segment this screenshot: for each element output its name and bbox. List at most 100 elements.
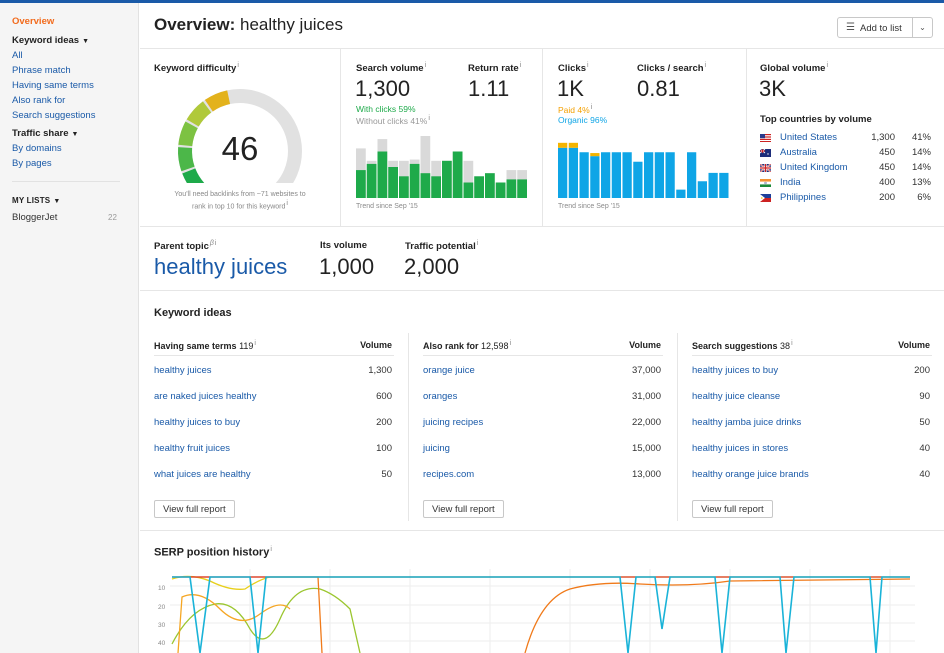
sidebar-item-also-rank-for[interactable]: Also rank for [12,95,66,106]
info-icon[interactable]: i [214,240,217,247]
country-percent: 14% [911,147,931,158]
keyword-volume: 15,000 [631,443,661,454]
country-link[interactable]: United Kingdom [780,162,848,173]
info-icon[interactable]: i [590,104,593,111]
sidebar-item-all[interactable]: All [12,50,23,61]
divider [140,290,944,291]
keyword-link[interactable]: healthy juice cleanse [692,391,781,402]
my-lists-menu[interactable]: MY LISTS ▼ [12,196,61,205]
view-full-report-button[interactable]: View full report [692,500,773,518]
country-percent: 13% [911,177,931,188]
trend-bar-with-clicks [506,179,517,198]
column-count: 12,598 [481,341,509,351]
kd-note: You'll need backlinks from ~71 websites … [170,190,310,211]
sidebar-item-by-domains[interactable]: By domains [12,143,62,154]
info-icon[interactable]: i [270,546,272,553]
global-volume-value: 3K [759,76,786,101]
info-icon[interactable]: i [519,62,522,69]
trend-bar-organic [558,147,568,198]
keyword-link[interactable]: juicing recipes [423,417,484,428]
keyword-link[interactable]: healthy jamba juice drinks [692,417,802,428]
info-icon[interactable]: i [428,115,430,122]
info-icon[interactable]: i [509,340,512,347]
info-icon[interactable]: i [791,340,793,347]
keyword-link[interactable]: healthy juices in stores [692,443,789,454]
parent-topic-link[interactable]: healthy juices [154,254,288,279]
column-count: 119 [239,341,254,351]
info-icon[interactable]: i [424,62,427,69]
country-link[interactable]: India [780,177,801,188]
keyword-link[interactable]: juicing [423,443,450,454]
keyword-link[interactable]: healthy juices [154,365,212,376]
keyword-link[interactable]: healthy juices to buy [692,365,779,376]
list-item: healthy fruit juices 100 [154,443,392,457]
country-link[interactable]: United States [780,132,838,143]
caret-down-icon: ▼ [71,131,79,138]
info-icon[interactable]: i [286,200,288,207]
sidebar-item-traffic-share[interactable]: Traffic share ▼ [12,128,78,139]
search-volume-label-text: Search volume [356,63,424,75]
list-item: healthy orange juice brands 40 [692,469,930,483]
keyword-volume: 100 [376,443,392,454]
country-link[interactable]: Philippines [780,192,826,203]
info-icon[interactable]: i [237,62,239,69]
trend-bar-organic [654,152,664,198]
info-icon[interactable]: i [826,62,829,69]
info-icon[interactable]: i [587,62,589,69]
country-row: Australia 450 14% [760,147,932,161]
keyword-volume: 31,000 [631,391,661,402]
view-full-report-button[interactable]: View full report [423,500,504,518]
keyword-link[interactable]: oranges [423,391,458,402]
list-item: healthy juice cleanse 90 [692,391,930,405]
keyword-link[interactable]: are naked juices healthy [154,391,257,402]
chevron-down-icon[interactable]: ⌄ [912,18,932,37]
caret-down-icon: ▼ [53,198,61,205]
info-icon[interactable]: i [254,340,256,347]
global-volume-label: Global volumei [760,62,828,74]
keyword-link[interactable]: healthy orange juice brands [692,469,809,480]
trend-bar-with-clicks [420,173,431,198]
keyword-link[interactable]: recipes.com [423,469,475,480]
clicks-value: 1K [557,76,584,101]
keyword-link[interactable]: healthy juices to buy [154,417,241,428]
keyword-link[interactable]: orange juice [423,365,475,376]
trend-bar-with-clicks [452,151,463,198]
sidebar-item-keyword-ideas[interactable]: Keyword ideas ▼ [12,35,89,46]
list-item: are naked juices healthy 600 [154,391,392,405]
divider [408,333,409,521]
keyword-volume: 13,000 [631,469,661,480]
keyword-link[interactable]: what juices are healthy [154,469,251,480]
trend-bar-with-clicks [399,176,409,198]
clicks-per-search-label: Clicks / searchi [637,62,706,74]
keyword-link[interactable]: healthy fruit juices [154,443,231,454]
column-title-text: Search suggestions [692,341,778,351]
us-flag-icon [760,134,771,142]
sidebar-item-by-pages[interactable]: By pages [12,158,52,169]
sidebar-item-having-same-terms[interactable]: Having same terms [12,80,94,91]
sidebar-item-phrase-match[interactable]: Phrase match [12,65,71,76]
top-accent-bar [0,0,944,3]
trend-bar-total [463,160,474,198]
country-link[interactable]: Australia [780,147,817,158]
trend-bar-organic [644,152,654,198]
search-volume-label: Search volumei [356,62,426,74]
info-icon[interactable]: i [476,240,479,247]
sidebar-item-overview[interactable]: Overview [12,16,55,27]
keyword-volume: 50 [381,469,392,480]
without-clicks-text: Without clicks 41% [356,115,428,126]
search-volume-value: 1,300 [355,76,411,101]
list-item-bloggerjet[interactable]: BloggerJet [12,212,58,223]
trend-bar-total [420,136,431,198]
sidebar-item-search-suggestions[interactable]: Search suggestions [12,110,96,121]
column-title-text: Also rank for [423,341,479,351]
trend-bar-with-clicks [463,182,474,198]
sidebar: Overview Keyword ideas ▼ All Phrase match… [0,3,139,653]
info-icon[interactable]: i [704,62,707,69]
add-to-list-button[interactable]: ☰ Add to list ⌄ [837,17,933,38]
list-item: healthy jamba juice drinks 50 [692,417,930,431]
ph-flag-icon [760,194,771,202]
country-row: India 400 13% [760,177,932,191]
serp-history-title: SERP position historyi [154,546,272,559]
serp-line-yellow [171,575,910,590]
view-full-report-button[interactable]: View full report [154,500,235,518]
